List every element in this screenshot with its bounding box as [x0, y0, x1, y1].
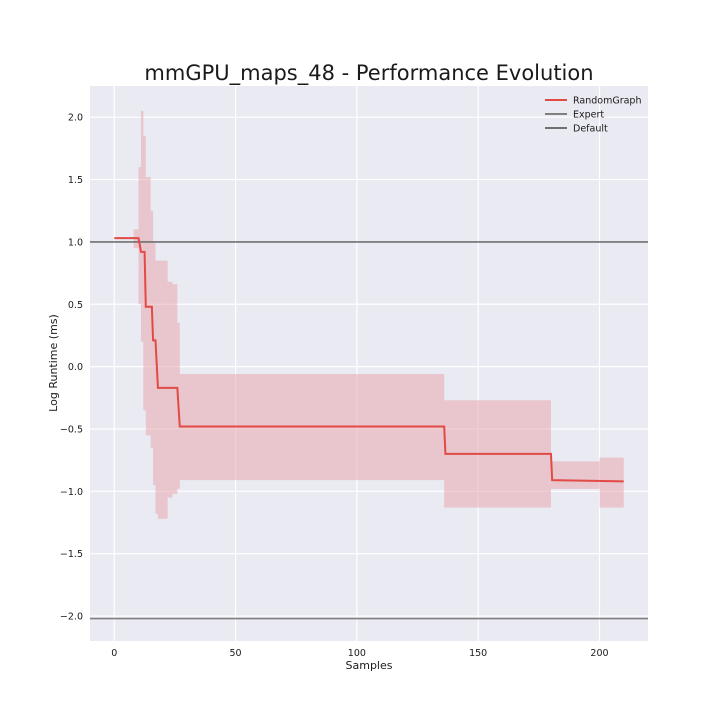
- band-segment-2: [140, 110, 144, 342]
- y-tick-label: −2.0: [60, 612, 83, 623]
- plot-area: [90, 86, 648, 641]
- legend-label-default: Default: [573, 124, 608, 135]
- y-tick-label: 0.0: [68, 362, 83, 373]
- y-axis-label: Log Runtime (ms): [47, 314, 60, 412]
- y-tick-label: 2.0: [68, 113, 83, 124]
- band-segment-14: [550, 461, 600, 489]
- x-axis-label: Samples: [346, 659, 393, 672]
- reference-lines: [90, 241, 648, 620]
- y-tick-label: −1.5: [60, 549, 83, 560]
- y-axis-ticks: −2.0 −1.5 −1.0 −0.5 0.0 0.5 1.0 1.5 2.0: [60, 113, 83, 623]
- randomgraph-line: [114, 237, 624, 483]
- x-tick-label: 100: [348, 648, 366, 659]
- x-axis-ticks: 0 50 100 150 200: [111, 648, 608, 659]
- x-tick-label: 200: [590, 648, 608, 659]
- legend: RandomGraph Expert Default: [545, 96, 641, 135]
- band-segment-6: [153, 241, 156, 486]
- series-lines: [114, 237, 624, 483]
- band-segment-9: [167, 281, 173, 498]
- band-segment-10: [172, 284, 178, 494]
- x-tick-label: 50: [230, 648, 242, 659]
- legend-label-expert: Expert: [573, 110, 604, 121]
- legend-label-randomgraph: RandomGraph: [573, 96, 641, 107]
- x-tick-label: 150: [469, 648, 487, 659]
- y-tick-label: 0.5: [68, 300, 83, 311]
- band-segment-7: [155, 260, 158, 514]
- y-tick-label: 1.0: [68, 237, 83, 248]
- y-tick-label: 1.5: [68, 175, 83, 186]
- band-segment-8: [157, 260, 168, 519]
- chart-title: mmGPU_maps_48 - Performance Evolution: [144, 61, 593, 86]
- band-segment-1: [138, 167, 141, 305]
- y-tick-label: −1.0: [60, 487, 83, 498]
- y-tick-label: −0.5: [60, 424, 83, 435]
- band-segment-15: [599, 457, 624, 508]
- x-tick-label: 0: [111, 648, 117, 659]
